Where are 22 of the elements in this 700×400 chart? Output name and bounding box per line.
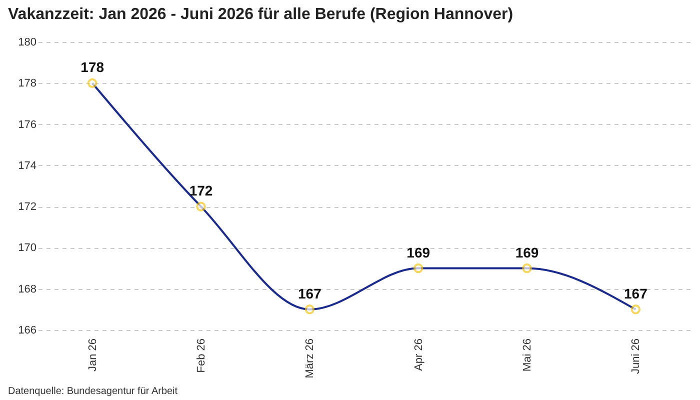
y-tick-label: 178 (18, 78, 36, 90)
y-tick-label: 168 (18, 283, 36, 296)
chart-title: Vakanzzeit: Jan 2026 - Juni 2026 für alle Berufe (Region Hannover) (8, 6, 514, 23)
y-tick-label: 174 (18, 160, 36, 172)
data-label: 167 (298, 285, 322, 302)
data-label: 169 (515, 244, 539, 260)
x-tick-label: Apr 26 (412, 338, 425, 371)
y-tick-label: 172 (18, 201, 36, 214)
y-tick-label: 170 (18, 242, 36, 254)
x-tick-label: März 26 (304, 338, 316, 378)
data-label: 178 (80, 59, 104, 76)
y-tick-label: 176 (18, 118, 36, 131)
x-tick-label: Mai 26 (522, 338, 534, 372)
text: Datenquelle: Bundesagentur für Arbeit (8, 386, 178, 397)
x-tick-label: Jan 26 (86, 338, 99, 372)
y-tick-label: 166 (18, 324, 36, 336)
data-label: 169 (406, 244, 430, 260)
data-label: 167 (624, 285, 648, 302)
x-tick-label: Feb 26 (196, 338, 208, 373)
data-label: 172 (189, 182, 213, 199)
y-tick-label: 180 (18, 36, 36, 48)
x-tick-label: Juni 26 (630, 338, 642, 374)
